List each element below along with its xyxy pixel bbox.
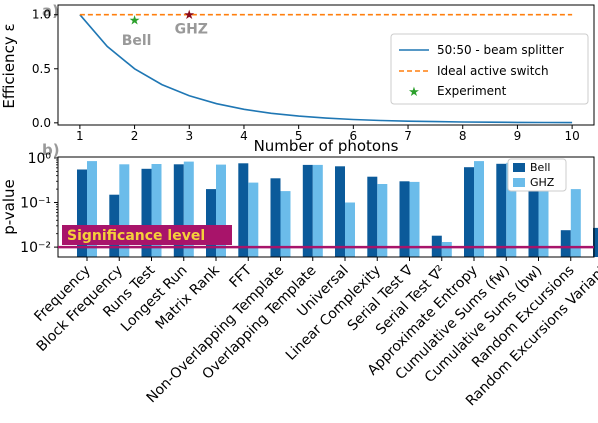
bar-bell-6 [270, 178, 281, 257]
annotation-ghz: GHZ [175, 22, 208, 38]
x-tick-label: 7 [404, 129, 412, 143]
significance-label: Significance level [62, 225, 232, 245]
x-tick-label: 9 [514, 129, 522, 143]
x-tick-label: 5 [295, 129, 303, 143]
bar-ghz-4 [216, 164, 226, 257]
x-tick-label: 6 [350, 129, 358, 143]
bar-bell-8 [335, 166, 345, 257]
panel-a-xlabel: Number of photons [254, 137, 399, 155]
bar-ghz-7 [312, 164, 323, 257]
bar-ghz-12 [474, 161, 484, 257]
panel-a-frame [57, 4, 595, 126]
bar-ghz-14 [538, 164, 549, 257]
legend-label-bell: Bell [530, 161, 550, 174]
legend-label-experiment: Experiment [437, 84, 507, 98]
y-tick-label: 0.5 [32, 62, 51, 76]
bar-ghz-1 [119, 164, 130, 257]
bar-bell-2 [141, 168, 152, 257]
legend-label-beam-splitter: 50:50 - beam splitter [437, 43, 564, 57]
bar-bell-16 [593, 227, 598, 257]
panel-a-ylabel: Efficiency ε [0, 23, 18, 108]
bar-bell-15 [560, 230, 571, 257]
bar-ghz-5 [248, 182, 259, 257]
y-tick-label: 1.0 [32, 8, 51, 22]
legend-label-ghz: GHZ [530, 176, 555, 189]
panel-a: a) ★Bell★GHZ 1 2 3 4 5 6 7 8 9 100.00.51.0 Effici… [0, 2, 595, 155]
x-tick-label: 8 [459, 129, 467, 143]
panel-b-frame [57, 156, 595, 258]
legend-swatch-experiment-star: ★ [408, 85, 420, 100]
bar-ghz-10 [409, 181, 420, 257]
bar-bell-0 [77, 169, 87, 257]
bar-ghz-6 [280, 191, 291, 257]
significance-label-box [62, 225, 232, 245]
panel-a-series-layer [79, 13, 573, 124]
panel-b-label: b) [42, 141, 60, 159]
x-tick-label: 3 [185, 129, 193, 143]
y-tick-label: 10⁻¹ [20, 196, 51, 212]
bar-bell-3 [173, 164, 184, 257]
bar-bell-13 [496, 163, 507, 257]
bar-bell-12 [464, 167, 474, 257]
bar-bell-5 [238, 163, 249, 257]
x-tick-label: 4 [240, 129, 248, 143]
panel-a-ticks: 1 2 3 4 5 6 7 8 9 10 0.0 0.5 1.0 [32, 8, 580, 143]
annotation-bell: Bell [122, 33, 152, 49]
x-tick-label: 2 [131, 129, 139, 143]
legend-label-ideal-switch: Ideal active switch [437, 64, 549, 78]
bar-ghz-3 [183, 161, 194, 257]
legend-swatch-bell [513, 163, 525, 172]
panel-a-annotations: ★Bell★GHZ [122, 8, 208, 49]
bar-ghz-0 [87, 161, 97, 257]
bar-bell-9 [367, 176, 378, 257]
panel-b-bars [77, 161, 598, 257]
y-tick-label: 10⁰ [28, 151, 52, 167]
panel-a-legend: 50:50 - beam splitter Ideal active switc… [390, 33, 589, 105]
experiment-star-ghz: ★ [183, 8, 195, 23]
panel-b-legend: Bell GHZ [507, 158, 567, 192]
legend-swatch-ghz [513, 178, 525, 187]
bar-bell-14 [528, 172, 539, 257]
series-beam-splitter-line [79, 14, 573, 124]
bar-ghz-8 [345, 202, 355, 257]
bar-ghz-9 [377, 184, 388, 257]
bar-ghz-13 [506, 162, 517, 257]
x-tick-label: 10 [564, 129, 579, 143]
significance-label-text: Significance level [67, 228, 205, 244]
x-tick-label: 1 [76, 129, 84, 143]
y-tick-label: 0.0 [32, 116, 51, 130]
panel-b-ylabel: p-value [0, 179, 18, 235]
y-tick-label: 10⁻² [20, 240, 51, 256]
bar-bell-7 [302, 164, 313, 257]
bar-bell-10 [399, 181, 410, 257]
experiment-star-bell: ★ [129, 14, 141, 29]
bar-ghz-15 [570, 189, 581, 257]
panel-a-label: a) [42, 2, 59, 20]
bar-bell-4 [206, 189, 216, 257]
legend-box [390, 33, 589, 105]
bar-ghz-11 [441, 242, 452, 257]
bar-ghz-2 [151, 164, 162, 257]
